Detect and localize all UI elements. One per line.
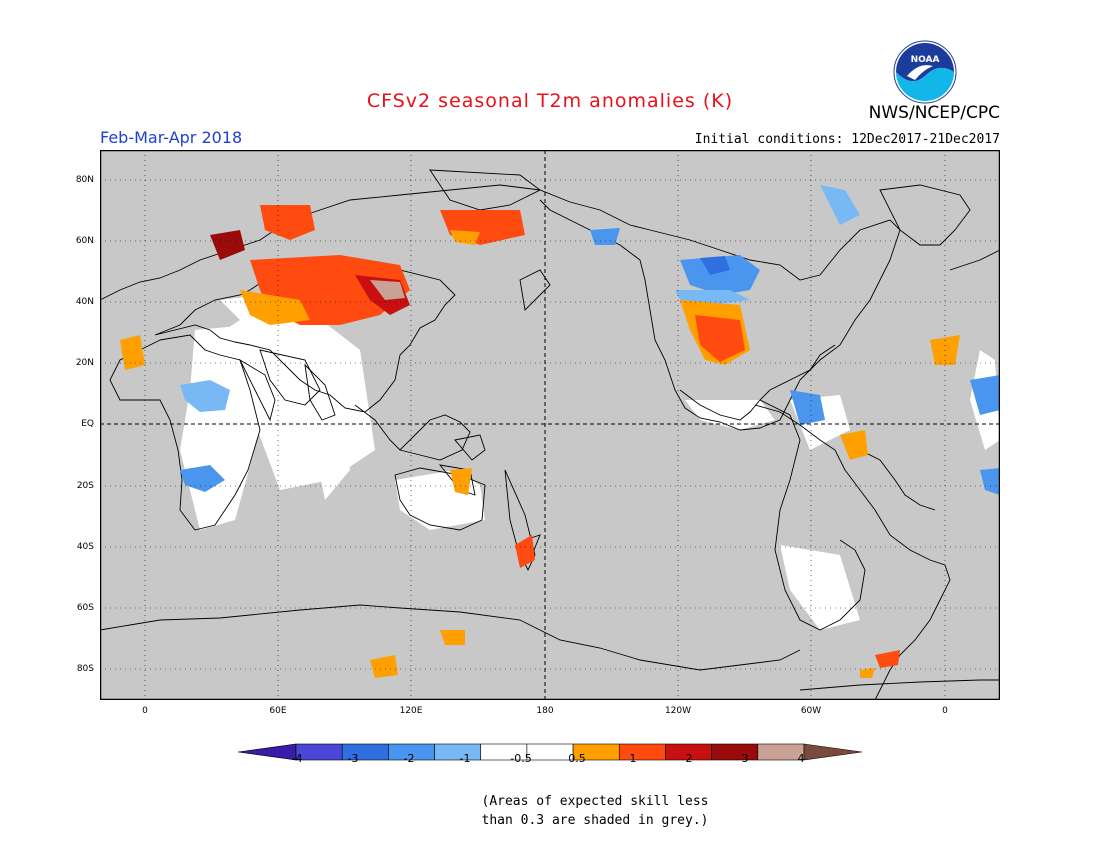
colorbar-label: 0.5 [568, 752, 586, 765]
chart-title: CFSv2 seasonal T2m anomalies (K) [366, 90, 734, 112]
color-bar [238, 743, 862, 761]
noaa-logo: NOAA [893, 40, 957, 104]
colorbar-label: -2 [403, 752, 415, 765]
lon-label: 120W [664, 706, 692, 716]
colorbar-label: 2 [685, 752, 693, 765]
noaa-logo-text: NOAA [911, 55, 940, 65]
colorbar-label: -1 [459, 752, 471, 765]
colorbar-label: -3 [347, 752, 359, 765]
season-label: Feb-Mar-Apr 2018 [100, 128, 243, 147]
colorbar-label: -4 [291, 752, 303, 765]
lat-label: 20N [75, 358, 94, 368]
lat-label: 60N [75, 236, 94, 246]
graticule [100, 150, 1000, 700]
lon-label: 60W [800, 706, 822, 716]
skill-land-areas [180, 295, 1000, 630]
warm-anomalies [120, 205, 960, 678]
lat-label: 20S [76, 481, 94, 491]
colorbar-label: 3 [741, 752, 749, 765]
initial-conditions-label: Initial conditions: 12Dec2017-21Dec2017 [694, 132, 1000, 147]
lat-label: EQ [81, 419, 94, 429]
footnote: (Areas of expected skill less than 0.3 a… [0, 792, 1100, 830]
map-frame [100, 150, 1000, 700]
lon-label: 180 [536, 706, 554, 716]
lat-label: 40S [76, 542, 94, 552]
lat-label: 80S [76, 664, 94, 674]
lat-label: 60S [76, 603, 94, 613]
lon-label: 0 [942, 706, 948, 716]
footnote-line-2: than 0.3 are shaded in grey.) [481, 813, 709, 828]
colorbar-label: 1 [629, 752, 637, 765]
lon-label: 60E [269, 706, 287, 716]
colorbar-label: 4 [797, 752, 805, 765]
lon-label: 0 [142, 706, 148, 716]
lon-label: 120E [399, 706, 423, 716]
colorbar-arrow-high [803, 743, 862, 761]
footnote-line-1: (Areas of expected skill less [481, 794, 709, 809]
lat-label: 80N [75, 175, 94, 185]
agency-label: NWS/NCEP/CPC [868, 103, 1000, 123]
lat-label: 40N [75, 297, 94, 307]
anomaly-map [100, 150, 1000, 700]
colorbar-label: -0.5 [510, 752, 532, 765]
